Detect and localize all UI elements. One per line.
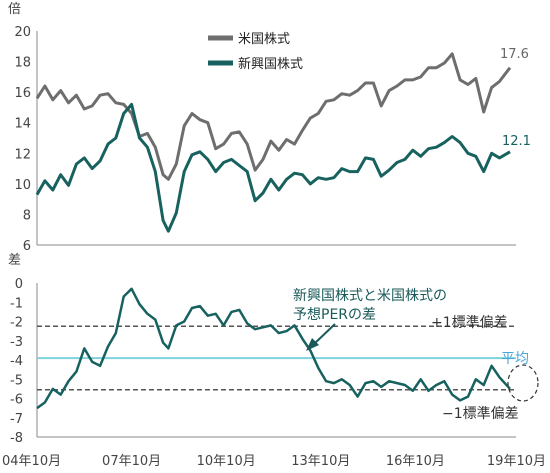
top-y-tick-label: 16 — [14, 86, 31, 101]
top-y-tick-label: 6 — [23, 239, 31, 254]
bottom-y-tick-label: -7 — [10, 412, 23, 427]
bottom-series — [36, 287, 511, 410]
bottom-y-tick-label: -2 — [10, 316, 23, 331]
bottom-panel: 差 0 -1 -2 -3 -4 -5 -6 -7 -8 04年10月 07年10月 10年10月 13… — [2, 253, 546, 469]
annotation-arrow — [306, 323, 336, 351]
bottom-y-tick-label: -8 — [10, 431, 23, 446]
bottom-x-ticks: 04年10月 07年10月 10年10月 13年10月 16年10月 19年10月 — [2, 454, 546, 469]
bottom-y-tick-label: -4 — [10, 354, 23, 369]
annotation-line-2: 予想PERの差 — [293, 307, 376, 323]
x-tick-label: 10年10月 — [197, 454, 256, 469]
bottom-y-tick-label: -3 — [10, 335, 23, 350]
highlight-circle — [507, 364, 539, 402]
top-y-tick-label: 18 — [14, 56, 31, 71]
annotation-line-1: 新興国株式と米国株式の — [293, 288, 447, 304]
x-tick-label: 13年10月 — [291, 454, 350, 469]
x-tick-label: 19年10月 — [487, 454, 546, 469]
us-end-label: 17.6 — [500, 47, 529, 62]
bottom-y-tick-label: -5 — [10, 373, 23, 388]
bottom-y-tick-label: -6 — [10, 393, 23, 408]
mean-label: 平均 — [501, 351, 529, 367]
reference-lines — [37, 325, 516, 391]
plus1sd-label: +1標準偏差 — [431, 315, 508, 331]
x-tick-label: 07年10月 — [102, 454, 161, 469]
top-y-tick-label: 12 — [14, 147, 31, 162]
top-y-tick-label: 20 — [14, 25, 31, 40]
legend-label-us: 米国株式 — [238, 32, 290, 47]
top-series — [35, 52, 512, 233]
top-y-tick-label: 8 — [23, 208, 31, 223]
top-y-ticks: 6 8 10 12 14 16 18 20 — [14, 25, 31, 254]
series-line-diff — [36, 287, 511, 410]
top-legend: 米国株式 新興国株式 — [208, 32, 303, 72]
bottom-y-ticks: 0 -1 -2 -3 -4 -5 -6 -7 -8 — [10, 277, 23, 446]
bottom-y-tick-label: 0 — [15, 277, 23, 292]
x-tick-label: 04年10月 — [2, 454, 61, 469]
top-unit-label: 倍 — [8, 2, 21, 17]
bottom-unit-label: 差 — [8, 253, 21, 268]
top-y-tick-label: 14 — [14, 117, 31, 132]
minus1sd-label: −1標準偏差 — [442, 406, 519, 422]
top-panel: 倍 6 8 10 12 14 16 18 20 米国株式 新興国株式 17.6 12.1 — [8, 2, 531, 254]
x-tick-label: 16年10月 — [386, 454, 445, 469]
series-line-us — [35, 52, 512, 181]
series-line-em — [35, 102, 511, 233]
em-end-label: 12.1 — [502, 134, 531, 149]
legend-label-em: 新興国株式 — [238, 56, 303, 72]
bottom-y-tick-label: -1 — [10, 296, 23, 311]
top-y-tick-label: 10 — [14, 178, 31, 193]
